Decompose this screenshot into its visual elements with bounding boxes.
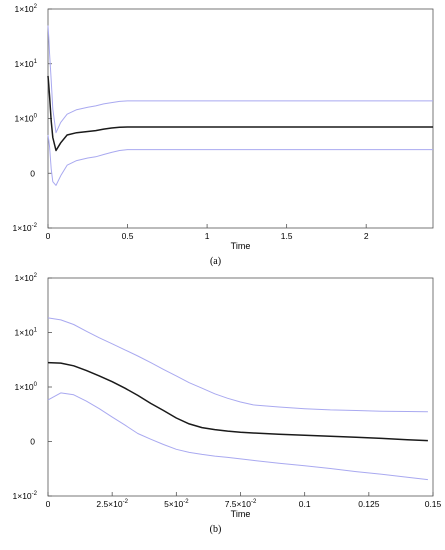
x-tick-label: 5×10-2 bbox=[164, 499, 189, 509]
y-tick-label: 0 bbox=[30, 168, 35, 178]
chart-panel-1: 1×102 1×101 1×100 0 1×10-2 0 0.5 1 1.5 2 Time (a) bbox=[13, 4, 434, 267]
series-line-1 bbox=[47, 361, 428, 442]
series-line-3 bbox=[47, 392, 428, 481]
panel-caption: (b) bbox=[210, 524, 222, 535]
series-line-2 bbox=[47, 25, 433, 134]
series-line-1 bbox=[47, 75, 433, 152]
plot-frame bbox=[47, 277, 434, 497]
x-axis-label: Time bbox=[231, 509, 251, 519]
x-tick-label: 1 bbox=[205, 231, 210, 241]
y-tick-label: 1×10-2 bbox=[13, 223, 38, 233]
x-tick-label: 0.5 bbox=[122, 231, 134, 241]
x-tick-label: 1.5 bbox=[281, 231, 293, 241]
x-tick-label: 0.1 bbox=[299, 499, 311, 509]
series-line-2 bbox=[47, 317, 428, 413]
x-tick-label: 0 bbox=[46, 231, 51, 241]
series-line-3 bbox=[47, 134, 433, 186]
y-tick-label: 1×100 bbox=[15, 114, 38, 124]
y-tick-label: 1×10-2 bbox=[13, 491, 38, 501]
panel-caption: (a) bbox=[210, 256, 221, 267]
y-tick-label: 1×102 bbox=[15, 273, 38, 283]
y-tick-label: 1×102 bbox=[15, 4, 38, 14]
plot-frame bbox=[47, 8, 434, 229]
x-tick-label: 0 bbox=[46, 499, 51, 509]
x-tick-label: 0.15 bbox=[425, 499, 442, 509]
y-tick-label: 1×101 bbox=[15, 328, 38, 338]
y-tick-label: 1×101 bbox=[15, 59, 38, 69]
x-tick-label: 2.5×10-2 bbox=[96, 499, 128, 509]
y-tick-label: 1×100 bbox=[15, 382, 38, 392]
chart-panel-2: 1×102 1×101 1×100 0 1×10-2 0 2.5×10-2 5×10-2 7.5… bbox=[13, 273, 442, 535]
x-tick-label: 2 bbox=[364, 231, 369, 241]
x-tick-label: 0.125 bbox=[358, 499, 380, 509]
x-axis-label: Time bbox=[231, 241, 251, 251]
y-tick-label: 0 bbox=[30, 437, 35, 447]
x-tick-label: 7.5×10-2 bbox=[225, 499, 257, 509]
